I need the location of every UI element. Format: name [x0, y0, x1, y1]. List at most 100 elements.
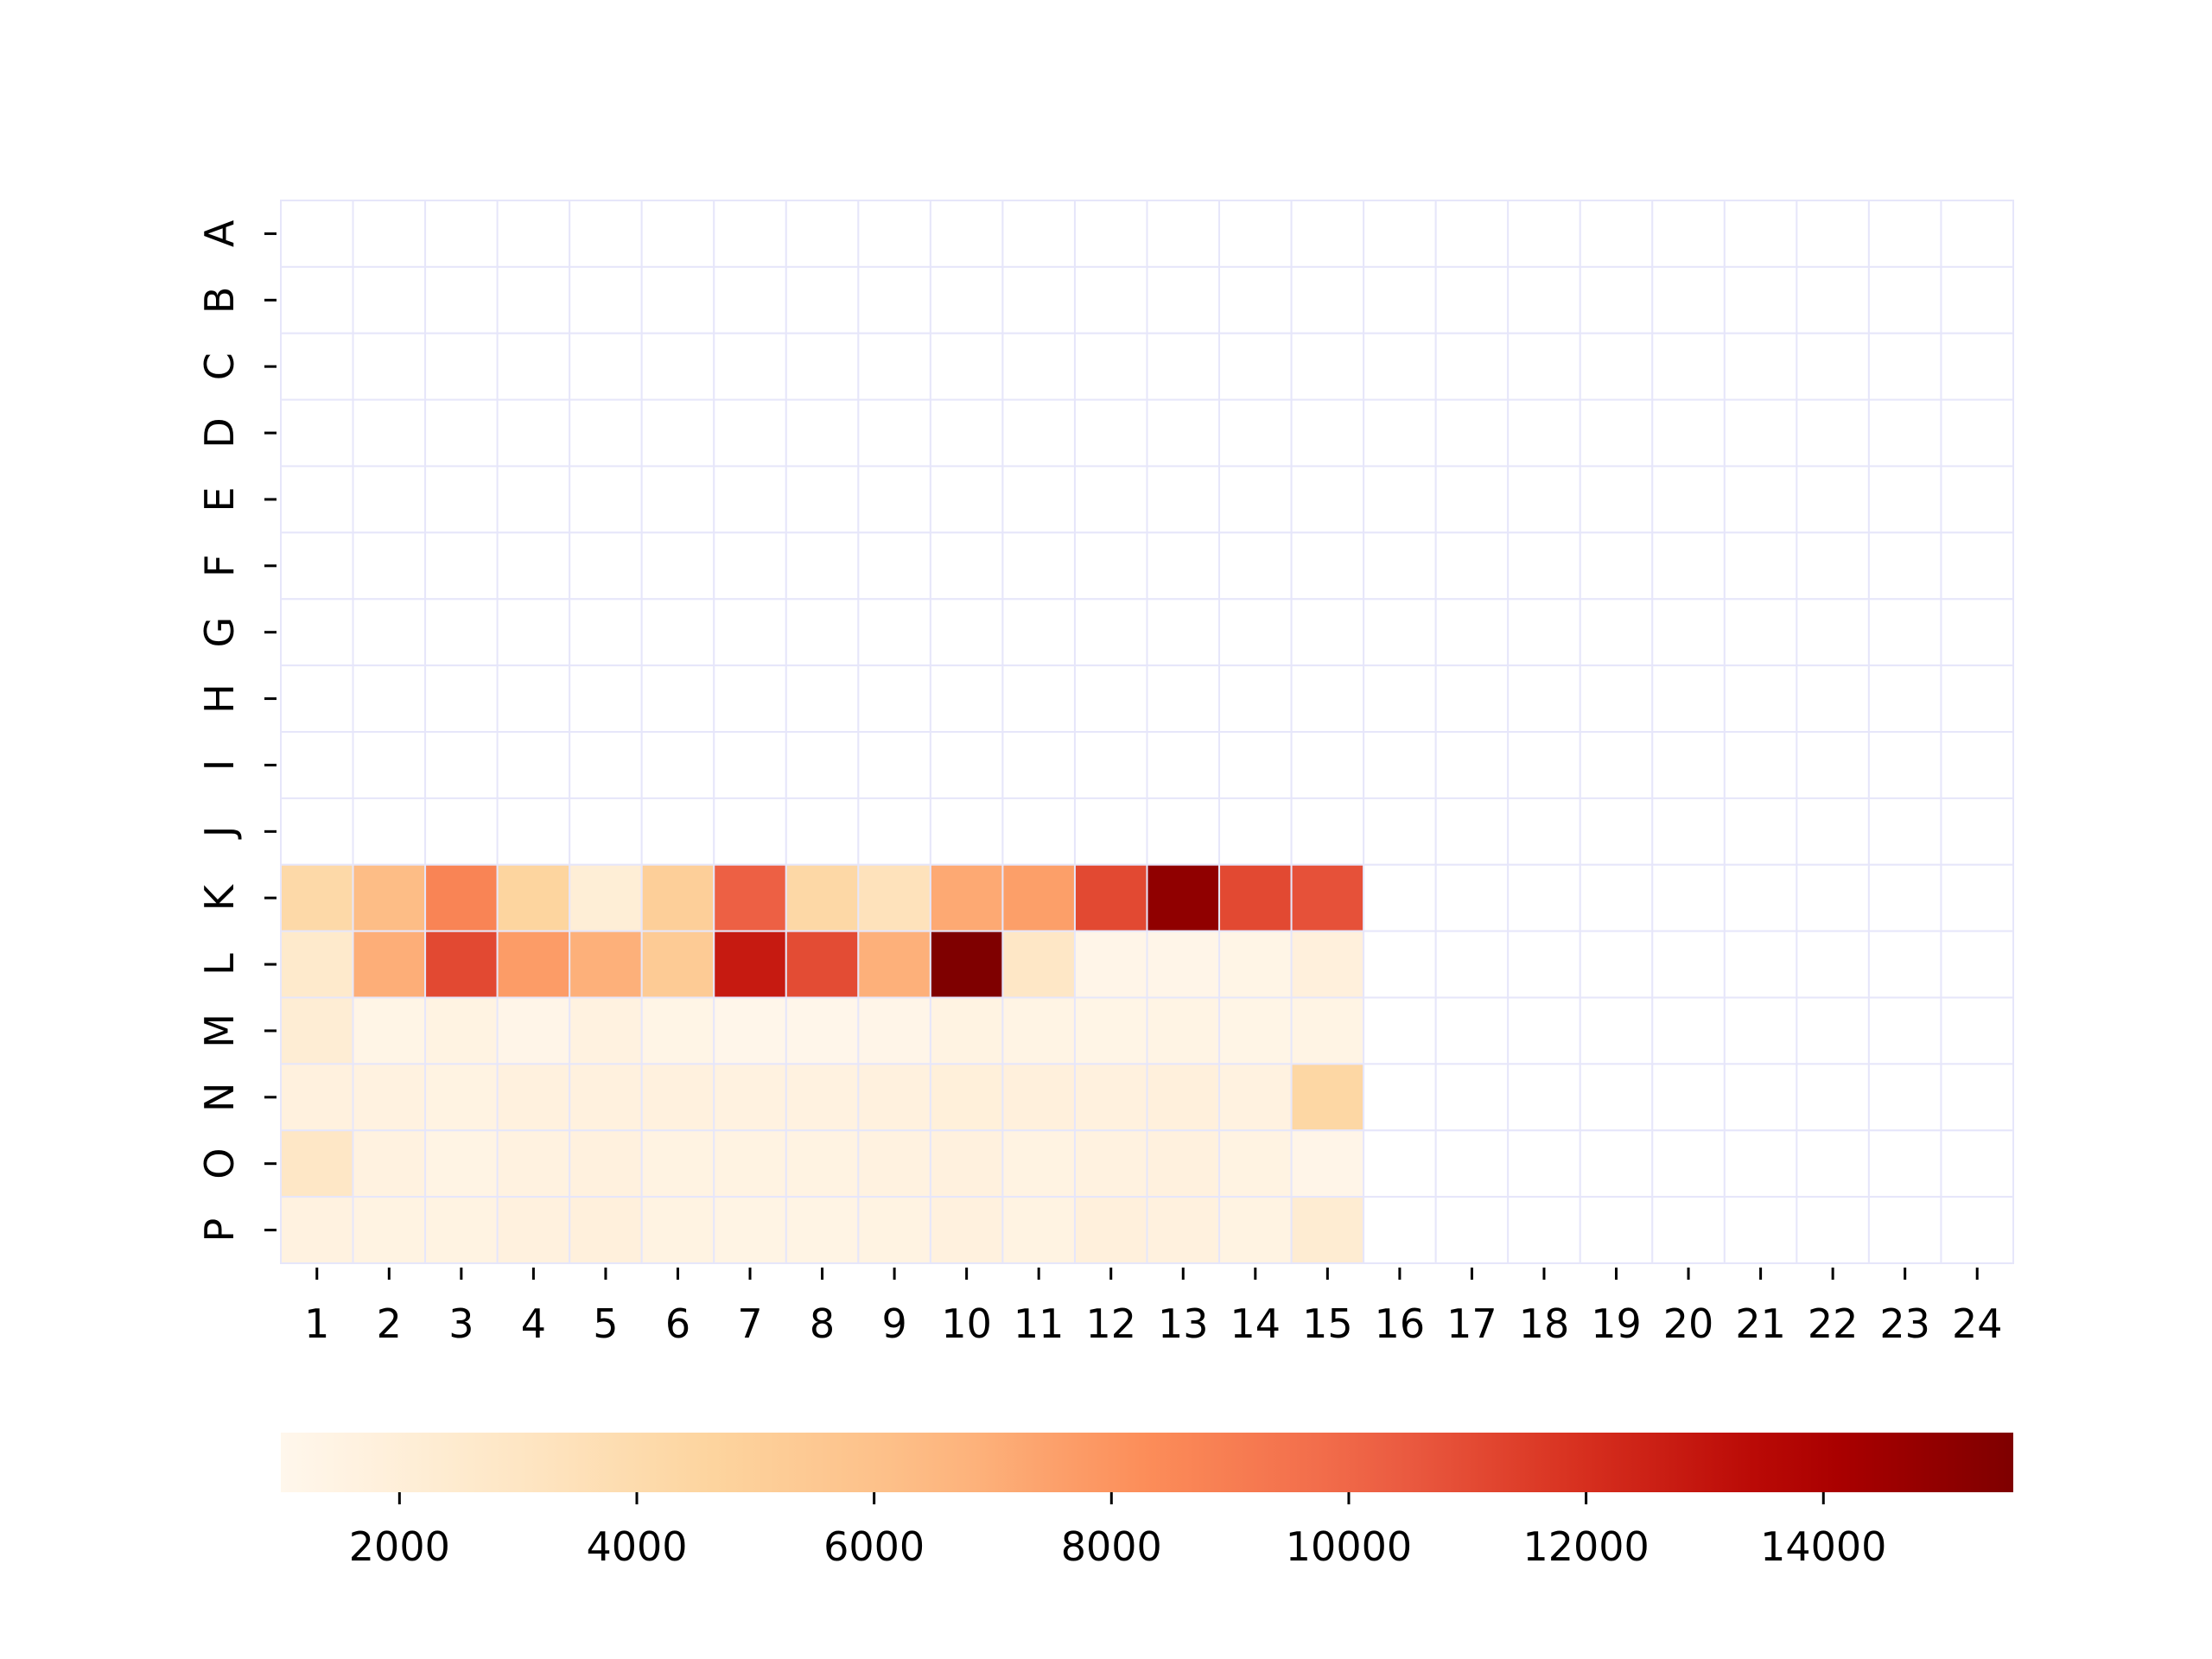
heatmap-cell-D-6 [640, 398, 715, 467]
x-tick-label-10: 10 [941, 1300, 992, 1347]
heatmap-cell-G-5 [569, 598, 643, 667]
heatmap-cell-F-7 [713, 531, 787, 601]
heatmap-cell-I-2 [352, 731, 427, 799]
heatmap-cell-E-24 [1940, 465, 2014, 534]
x-tick-label-3: 3 [448, 1300, 474, 1347]
heatmap-cell-J-12 [1073, 797, 1148, 866]
x-tick-label-1: 1 [304, 1300, 329, 1347]
x-tick-label-8: 8 [810, 1300, 835, 1347]
heatmap-cell-A-13 [1146, 200, 1221, 268]
y-tick-label-A: A [196, 219, 243, 247]
x-tick-label-6: 6 [665, 1300, 690, 1347]
heatmap-cell-G-9 [857, 598, 931, 667]
heatmap-cell-J-6 [640, 797, 715, 866]
heatmap-cell-I-15 [1290, 731, 1365, 799]
heatmap-cell-L-21 [1723, 930, 1798, 999]
heatmap-cell-E-15 [1290, 465, 1365, 534]
heatmap-cell-A-1 [280, 200, 354, 268]
heatmap-cell-A-10 [929, 200, 1004, 268]
heatmap-cell-K-3 [424, 863, 499, 932]
heatmap-cell-B-17 [1434, 265, 1510, 334]
heatmap-cell-K-13 [1146, 863, 1221, 932]
heatmap-cell-I-4 [496, 731, 571, 799]
heatmap-cell-F-9 [857, 531, 931, 601]
heatmap-cell-D-18 [1507, 398, 1581, 467]
x-tick-label-14: 14 [1230, 1300, 1281, 1347]
heatmap-cell-L-11 [1001, 930, 1076, 999]
heatmap-cell-D-2 [352, 398, 427, 467]
heatmap-cell-I-9 [857, 731, 931, 799]
heatmap-cell-P-10 [929, 1196, 1004, 1264]
heatmap-cell-E-19 [1579, 465, 1654, 534]
heatmap-cell-J-16 [1363, 797, 1437, 866]
heatmap-cell-K-10 [929, 863, 1004, 932]
heatmap-cell-K-18 [1507, 863, 1581, 932]
x-tick-label-9: 9 [881, 1300, 906, 1347]
x-tick-label-24: 24 [1952, 1300, 2003, 1347]
heatmap-cell-P-2 [352, 1196, 427, 1264]
heatmap-cell-I-19 [1579, 731, 1654, 799]
heatmap-cell-N-19 [1579, 1063, 1654, 1132]
heatmap-cell-M-8 [785, 996, 860, 1065]
heatmap-cell-M-14 [1218, 996, 1293, 1065]
heatmap-cell-E-17 [1434, 465, 1510, 534]
heatmap-cell-O-15 [1290, 1129, 1365, 1198]
heatmap-cell-D-3 [424, 398, 499, 467]
heatmap-cell-J-9 [857, 797, 931, 866]
heatmap-cell-D-13 [1146, 398, 1221, 467]
heatmap-cell-E-12 [1073, 465, 1148, 534]
heatmap-cell-K-2 [352, 863, 427, 932]
heatmap-cell-K-24 [1940, 863, 2014, 932]
heatmap-cell-H-13 [1146, 664, 1221, 733]
heatmap-cell-M-20 [1651, 996, 1726, 1065]
heatmap-cell-H-6 [640, 664, 715, 733]
heatmap-cell-H-9 [857, 664, 931, 733]
heatmap-cell-M-21 [1723, 996, 1798, 1065]
heatmap-cell-G-15 [1290, 598, 1365, 667]
heatmap-cell-I-18 [1507, 731, 1581, 799]
heatmap-cell-P-24 [1940, 1196, 2014, 1264]
heatmap-cell-M-6 [640, 996, 715, 1065]
heatmap-cell-N-20 [1651, 1063, 1726, 1132]
heatmap-cell-P-5 [569, 1196, 643, 1264]
heatmap-cell-C-16 [1363, 332, 1437, 401]
heatmap-cell-A-4 [496, 200, 571, 268]
heatmap-cell-H-20 [1651, 664, 1726, 733]
heatmap-cell-M-17 [1434, 996, 1510, 1065]
heatmap-cell-H-2 [352, 664, 427, 733]
heatmap-cell-H-10 [929, 664, 1004, 733]
heatmap-cell-D-23 [1867, 398, 1942, 467]
heatmap-cell-O-5 [569, 1129, 643, 1198]
y-tick-label-M: M [196, 1014, 243, 1048]
heatmap-cell-F-23 [1867, 531, 1942, 601]
heatmap-cell-I-5 [569, 731, 643, 799]
heatmap-cell-P-9 [857, 1196, 931, 1264]
heatmap-cell-J-2 [352, 797, 427, 866]
heatmap-cell-D-17 [1434, 398, 1510, 467]
heatmap-cell-P-18 [1507, 1196, 1581, 1264]
heatmap-cell-G-3 [424, 598, 499, 667]
heatmap-cell-L-22 [1796, 930, 1870, 999]
heatmap-cell-L-20 [1651, 930, 1726, 999]
heatmap-cell-O-23 [1867, 1129, 1942, 1198]
heatmap-cell-N-15 [1290, 1063, 1365, 1132]
heatmap-cell-K-23 [1867, 863, 1942, 932]
heatmap-cell-C-3 [424, 332, 499, 401]
heatmap-cell-M-11 [1001, 996, 1076, 1065]
heatmap-cell-I-17 [1434, 731, 1510, 799]
heatmap-cell-A-20 [1651, 200, 1726, 268]
heatmap-cell-B-8 [785, 265, 860, 334]
x-tick-label-21: 21 [1735, 1300, 1786, 1347]
heatmap-cell-F-12 [1073, 531, 1148, 601]
heatmap-cell-H-12 [1073, 664, 1148, 733]
heatmap-cell-H-1 [280, 664, 354, 733]
heatmap-cell-B-18 [1507, 265, 1581, 334]
heatmap-cell-J-10 [929, 797, 1004, 866]
heatmap-cell-D-24 [1940, 398, 2014, 467]
y-tick-label-D: D [196, 417, 243, 448]
heatmap-cell-C-15 [1290, 332, 1365, 401]
heatmap-cell-F-16 [1363, 531, 1437, 601]
heatmap-cell-L-19 [1579, 930, 1654, 999]
heatmap-cell-O-10 [929, 1129, 1004, 1198]
heatmap-cell-A-6 [640, 200, 715, 268]
